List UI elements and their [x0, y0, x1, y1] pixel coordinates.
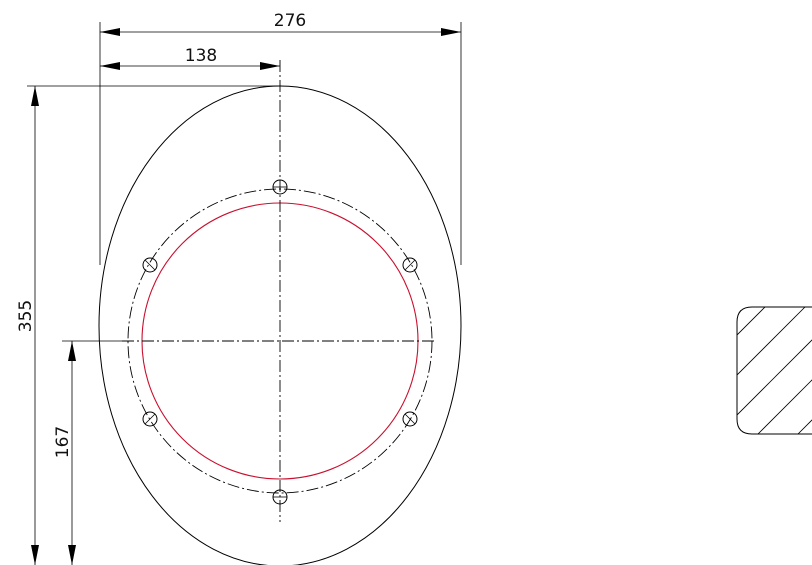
- dimension-half-width-label: 138: [185, 46, 217, 66]
- dimension-overall-width: 276: [100, 11, 461, 265]
- dimension-half-width: 138: [100, 46, 280, 70]
- dimension-center-height-label: 167: [53, 426, 73, 458]
- bolt-hole-upper-left: [143, 258, 157, 272]
- bolt-hole-upper-right: [403, 258, 417, 272]
- gasket-section-detail: [700, 292, 812, 452]
- section-hatching: [700, 292, 812, 452]
- bolt-hole-lower-right: [403, 412, 417, 426]
- dimension-center-height: 167: [53, 341, 122, 565]
- dimension-overall-width-label: 276: [274, 11, 306, 31]
- dimension-overall-height-label: 355: [16, 300, 36, 332]
- dimension-overall-height: 355: [16, 86, 282, 565]
- bolt-hole-lower-left: [143, 412, 157, 426]
